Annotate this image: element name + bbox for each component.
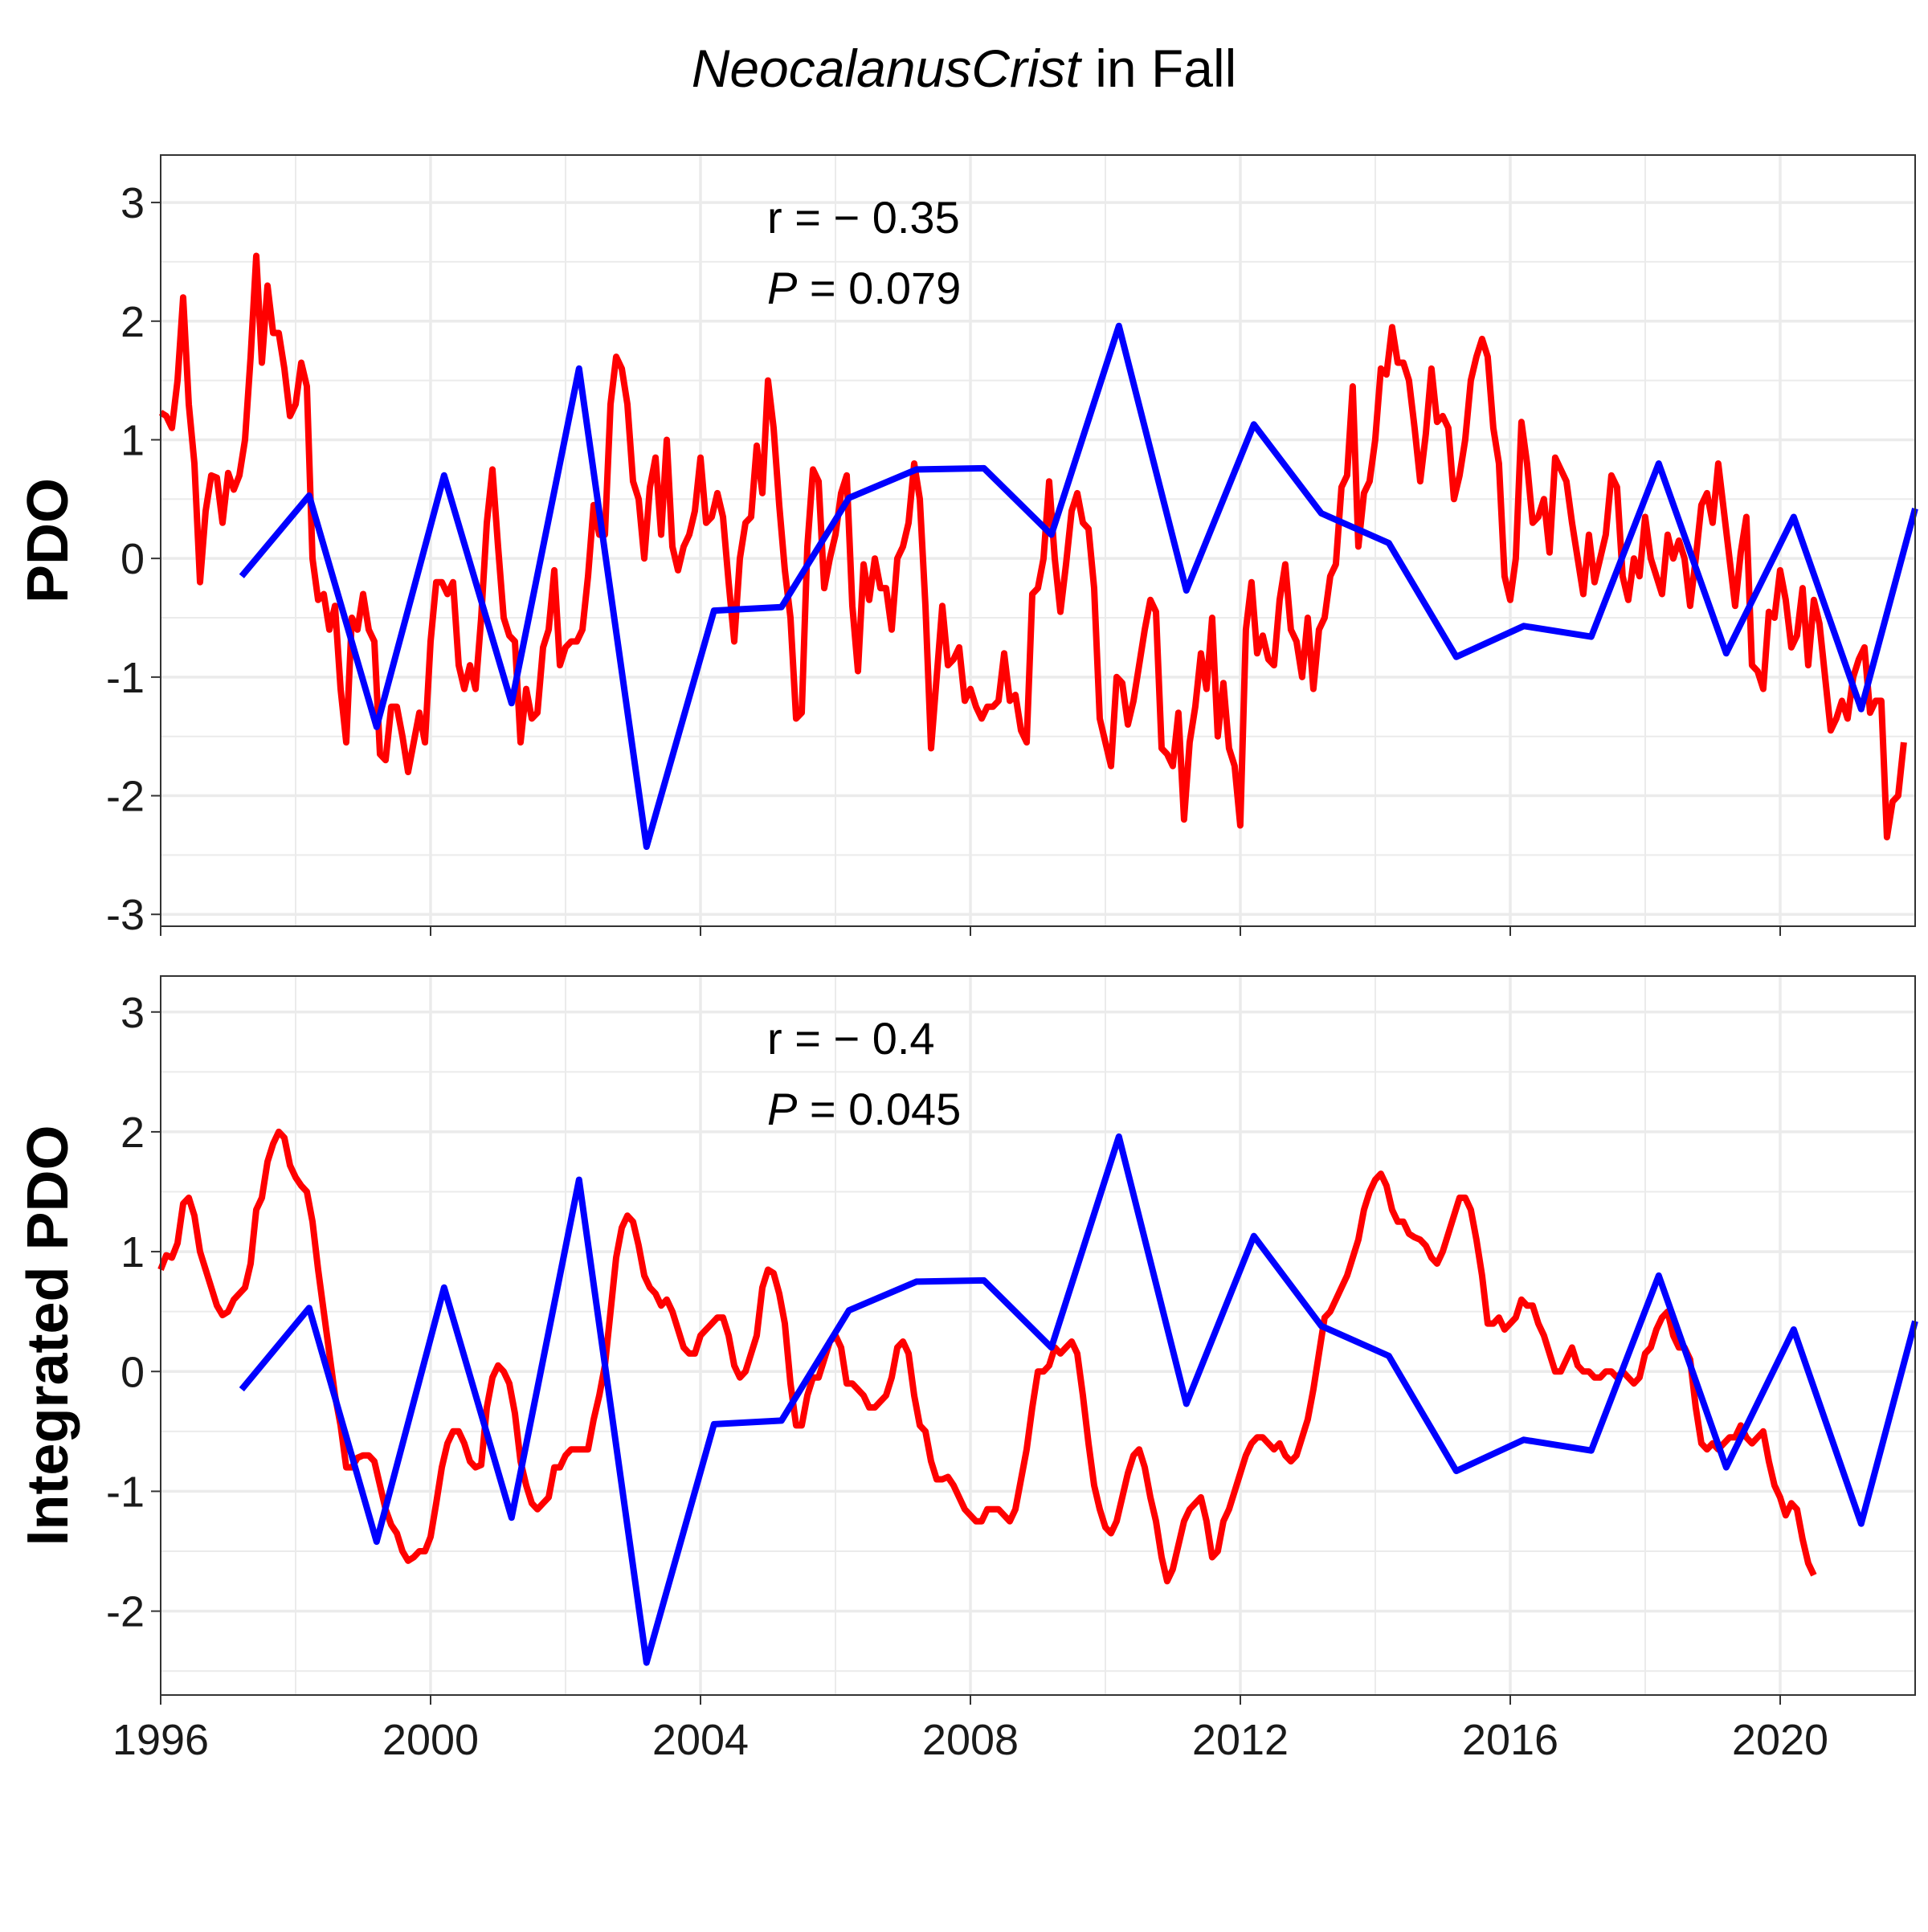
x-tick-label: 2016 xyxy=(1462,1716,1558,1764)
series-line-blue xyxy=(239,1133,1918,1666)
series-line-red xyxy=(158,252,1907,841)
y-tick-label: -1 xyxy=(106,654,145,702)
annotation-p-symbol: P xyxy=(767,1084,797,1134)
y-tick-label: 3 xyxy=(120,989,145,1037)
annotation-p: P = 0.045 xyxy=(767,1084,961,1134)
figure-title-italic: NeocalanusCrist xyxy=(692,39,1083,98)
y-tick-label: 0 xyxy=(120,1348,145,1396)
annotation-r: r = − 0.4 xyxy=(767,1013,935,1064)
x-tick-label: 2004 xyxy=(652,1716,749,1764)
figure-title: NeocalanusCrist in Fall xyxy=(692,39,1237,98)
annotation-p: P = 0.079 xyxy=(767,263,961,313)
y-tick-label: 2 xyxy=(120,298,145,346)
panel-border xyxy=(160,154,1916,927)
series-line-blue xyxy=(239,322,1918,850)
x-tick-label: 2012 xyxy=(1192,1716,1289,1764)
y-axis-label: PDO xyxy=(16,478,80,603)
annotation-p-value: = 0.079 xyxy=(797,263,961,313)
annotation-p-value: = 0.045 xyxy=(797,1084,961,1134)
x-tick-label: 2000 xyxy=(382,1716,479,1764)
y-tick-label: -2 xyxy=(106,1588,145,1636)
y-tick-label: 1 xyxy=(120,1228,145,1276)
panel-integrated-pdo: 3 2 1 0 -1 -2 1996 2000 2004 2008 2012 2016 2020 Inte… xyxy=(16,975,1918,1764)
figure-title-rest: in Fall xyxy=(1080,39,1236,98)
y-tick-label: 0 xyxy=(120,535,145,583)
y-tick-label: 1 xyxy=(120,416,145,464)
x-tick-label: 2020 xyxy=(1732,1716,1828,1764)
y-tick-label: -1 xyxy=(106,1468,145,1516)
y-tick-label: -2 xyxy=(106,773,145,821)
panel-pdo: 3 2 1 0 -1 -2 -3 PDO r = − 0.35 P = 0.079 xyxy=(16,154,1918,939)
x-tick-label: 1996 xyxy=(112,1716,209,1764)
series-line-red xyxy=(157,1128,1817,1585)
y-tick-label: 2 xyxy=(120,1109,145,1157)
y-tick-label: -3 xyxy=(106,891,145,939)
annotation-r: r = − 0.35 xyxy=(767,192,960,243)
y-axis-label: Integrated PDO xyxy=(16,1125,80,1546)
annotation-p-symbol: P xyxy=(767,263,797,313)
y-tick-label: 3 xyxy=(120,179,145,227)
panel-border xyxy=(160,975,1916,1696)
x-tick-label: 2008 xyxy=(922,1716,1019,1764)
